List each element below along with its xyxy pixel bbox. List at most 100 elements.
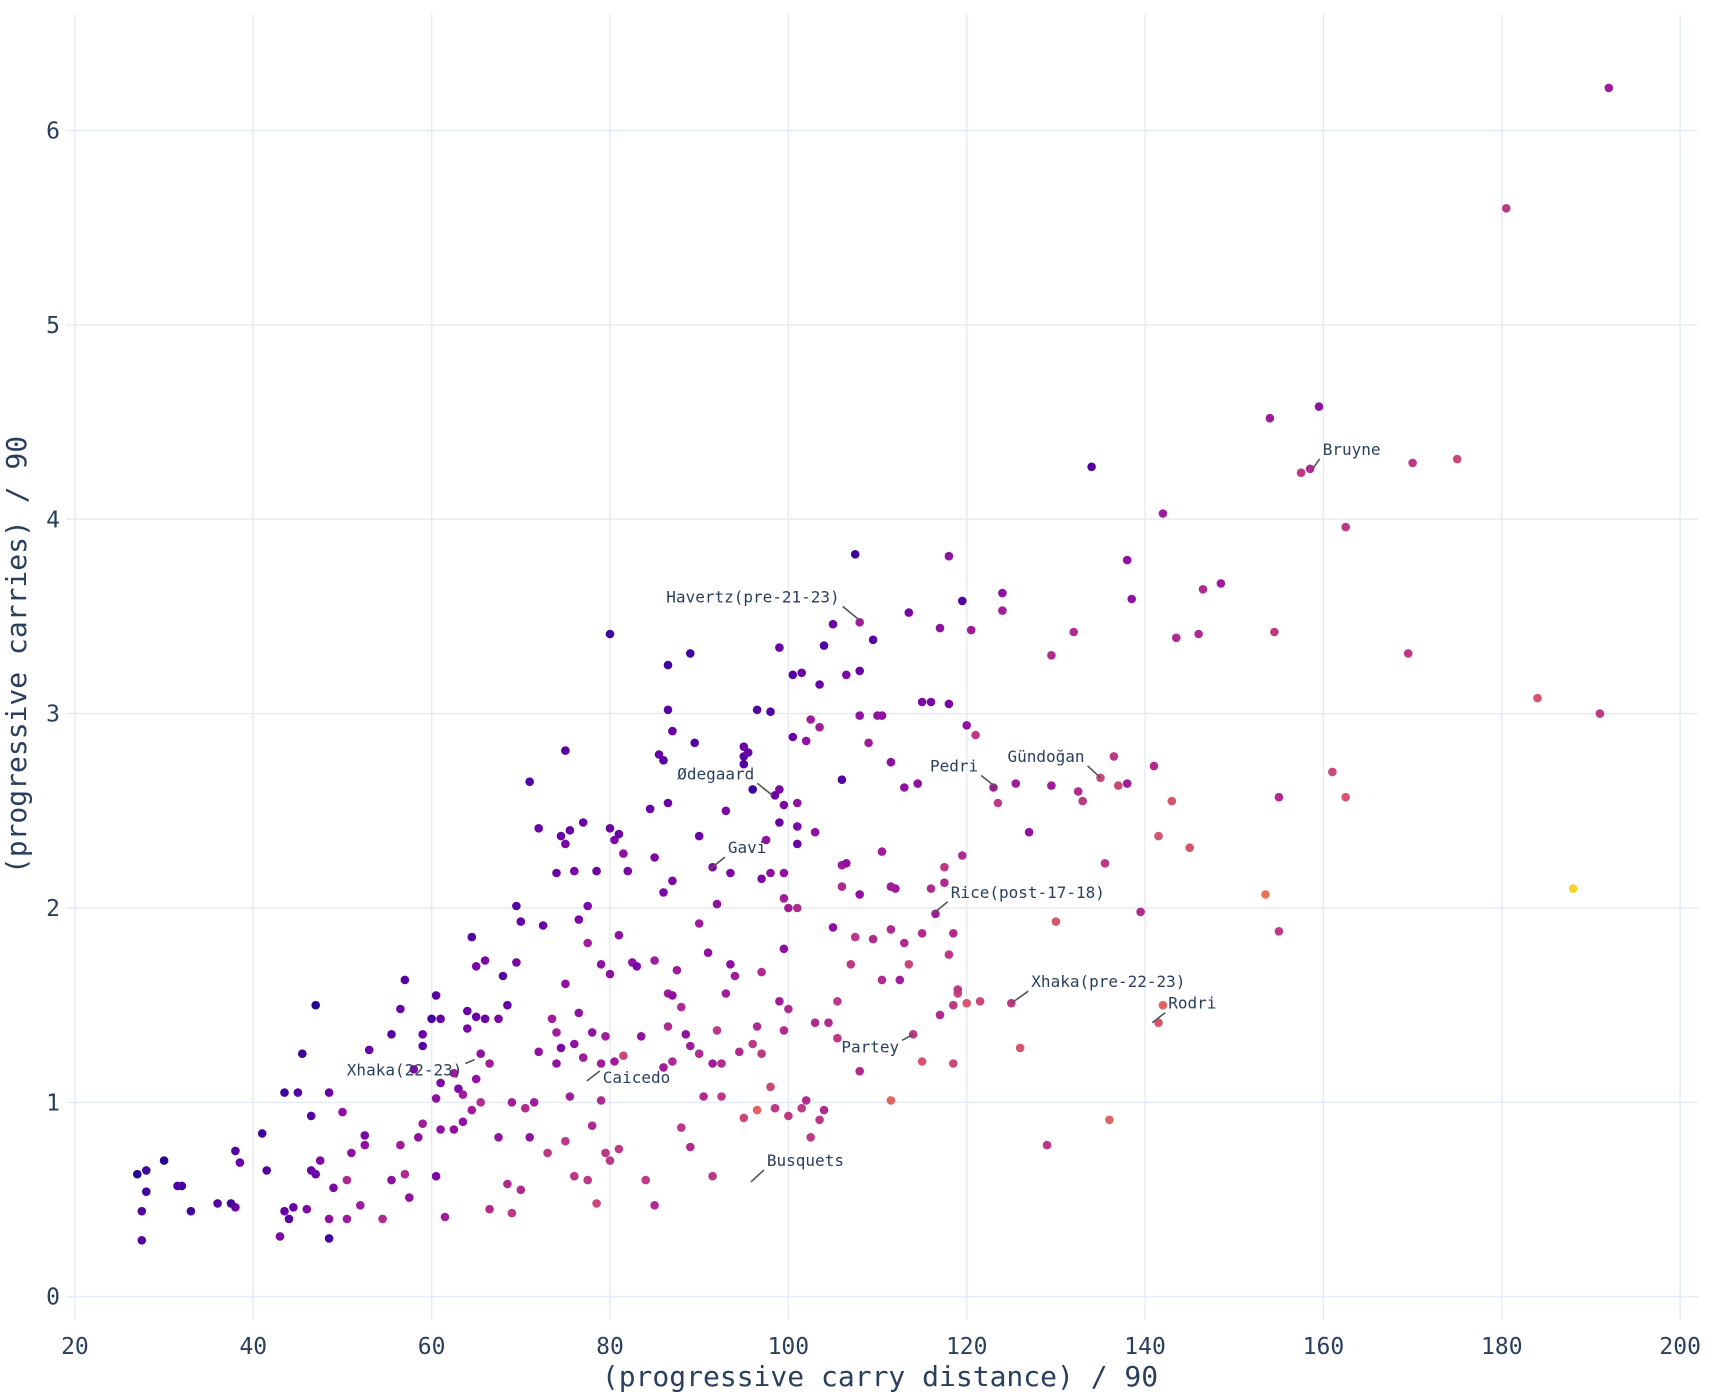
scatter-point: [619, 1051, 628, 1060]
scatter-point: [779, 1026, 789, 1035]
scatter-point: [565, 826, 575, 835]
scatter-point: [650, 956, 659, 965]
scatter-point: [360, 1131, 370, 1140]
scatter-point: [931, 909, 940, 919]
scatter-point: [855, 1066, 864, 1076]
scatter-point: [815, 680, 824, 689]
y-tick-label: 0: [46, 1285, 60, 1311]
scatter-point: [935, 1010, 945, 1020]
scatter-point: [958, 851, 967, 860]
scatter-point: [525, 777, 534, 786]
scatter-point: [213, 1199, 222, 1208]
scatter-point: [578, 1053, 588, 1062]
scatter-point: [601, 1148, 610, 1158]
scatter-point: [686, 649, 695, 658]
scatter-point: [735, 1047, 744, 1057]
scatter-point: [1087, 462, 1096, 472]
scatter-point: [833, 997, 842, 1006]
scatter-point: [837, 882, 847, 891]
y-tick-label: 6: [46, 119, 60, 145]
x-tick-label: 200: [1659, 1334, 1701, 1360]
annotation-label: Bruyne: [1323, 440, 1381, 459]
scatter-point: [801, 736, 811, 746]
scatter-point: [1198, 585, 1208, 594]
scatter-point: [284, 1214, 294, 1224]
scatter-point: [784, 1111, 793, 1121]
scatter-point: [801, 1096, 811, 1105]
scatter-point: [431, 1171, 441, 1181]
scatter-point: [503, 1000, 512, 1010]
scatter-point: [570, 1171, 579, 1181]
y-tick-label: 4: [46, 507, 60, 533]
scatter-point: [766, 1082, 775, 1092]
annotation-label: Gavi: [728, 838, 767, 857]
scatter-point: [329, 1183, 338, 1193]
scatter-point: [1069, 627, 1078, 637]
x-tick-label: 120: [946, 1334, 988, 1360]
scatter-point: [556, 831, 566, 841]
scatter-point: [364, 1045, 374, 1055]
x-tick-label: 40: [239, 1334, 267, 1360]
scatter-point: [338, 1107, 347, 1117]
scatter-point: [592, 866, 601, 876]
scatter-point: [142, 1187, 151, 1196]
scatter-point: [507, 1208, 517, 1218]
scatter-point: [686, 1041, 695, 1051]
scatter-point: [877, 975, 887, 985]
scatter-point: [1167, 796, 1177, 806]
scatter-point: [828, 619, 838, 629]
x-tick-label: 80: [596, 1334, 624, 1360]
scatter-point: [1265, 413, 1275, 423]
scatter-point: [596, 1059, 606, 1068]
scatter-point: [1047, 651, 1056, 660]
x-tick-label: 180: [1481, 1334, 1523, 1360]
y-tick-label: 1: [46, 1090, 60, 1116]
annotation-leader: [1312, 458, 1321, 470]
scatter-point: [949, 1000, 958, 1010]
scatter-point: [668, 991, 677, 1000]
scatter-point: [521, 1103, 530, 1113]
y-tick-label: 5: [46, 313, 60, 339]
scatter-point: [766, 707, 775, 716]
scatter-point: [855, 618, 864, 627]
scatter-point: [645, 804, 655, 814]
scatter-point: [565, 1092, 575, 1101]
annotation-leader: [750, 1169, 765, 1183]
scatter-point: [770, 791, 780, 800]
scatter-point: [280, 1088, 289, 1097]
scatter-point: [342, 1214, 352, 1224]
scatter-point: [917, 697, 927, 707]
scatter-point: [400, 975, 410, 985]
scatter-point: [463, 1024, 472, 1033]
scatter-point: [1047, 781, 1056, 790]
scatter-point: [583, 1175, 592, 1185]
scatter-point: [998, 588, 1007, 598]
scatter-point: [917, 929, 927, 938]
scatter-point: [1149, 761, 1159, 771]
scatter-point: [712, 899, 722, 909]
scatter-point: [561, 839, 570, 849]
scatter-point: [793, 822, 802, 831]
scatter-point: [926, 884, 936, 893]
scatter-point: [436, 1125, 445, 1134]
scatter-point: [467, 932, 477, 942]
scatter-point: [137, 1206, 147, 1216]
scatter-point: [864, 738, 873, 748]
scatter-point: [552, 1028, 561, 1037]
scatter-point: [743, 748, 753, 757]
scatter-point: [315, 1156, 325, 1165]
scatter-point: [672, 965, 682, 975]
scatter-point: [944, 551, 954, 561]
annotations: Bruyne Havertz(pre-21-23) Ødegaard Pedri Gün…: [347, 440, 1381, 1183]
scatter-point: [623, 866, 633, 876]
scatter-point: [721, 989, 731, 998]
scatter-point: [596, 1096, 606, 1105]
scatter-point: [1078, 796, 1087, 806]
scatter-point: [810, 1018, 820, 1027]
scatter-point: [904, 608, 914, 617]
scatter-point: [681, 1030, 691, 1039]
annotation-leader: [465, 1058, 475, 1065]
scatter-point: [663, 660, 673, 670]
scatter-point: [293, 1088, 303, 1097]
